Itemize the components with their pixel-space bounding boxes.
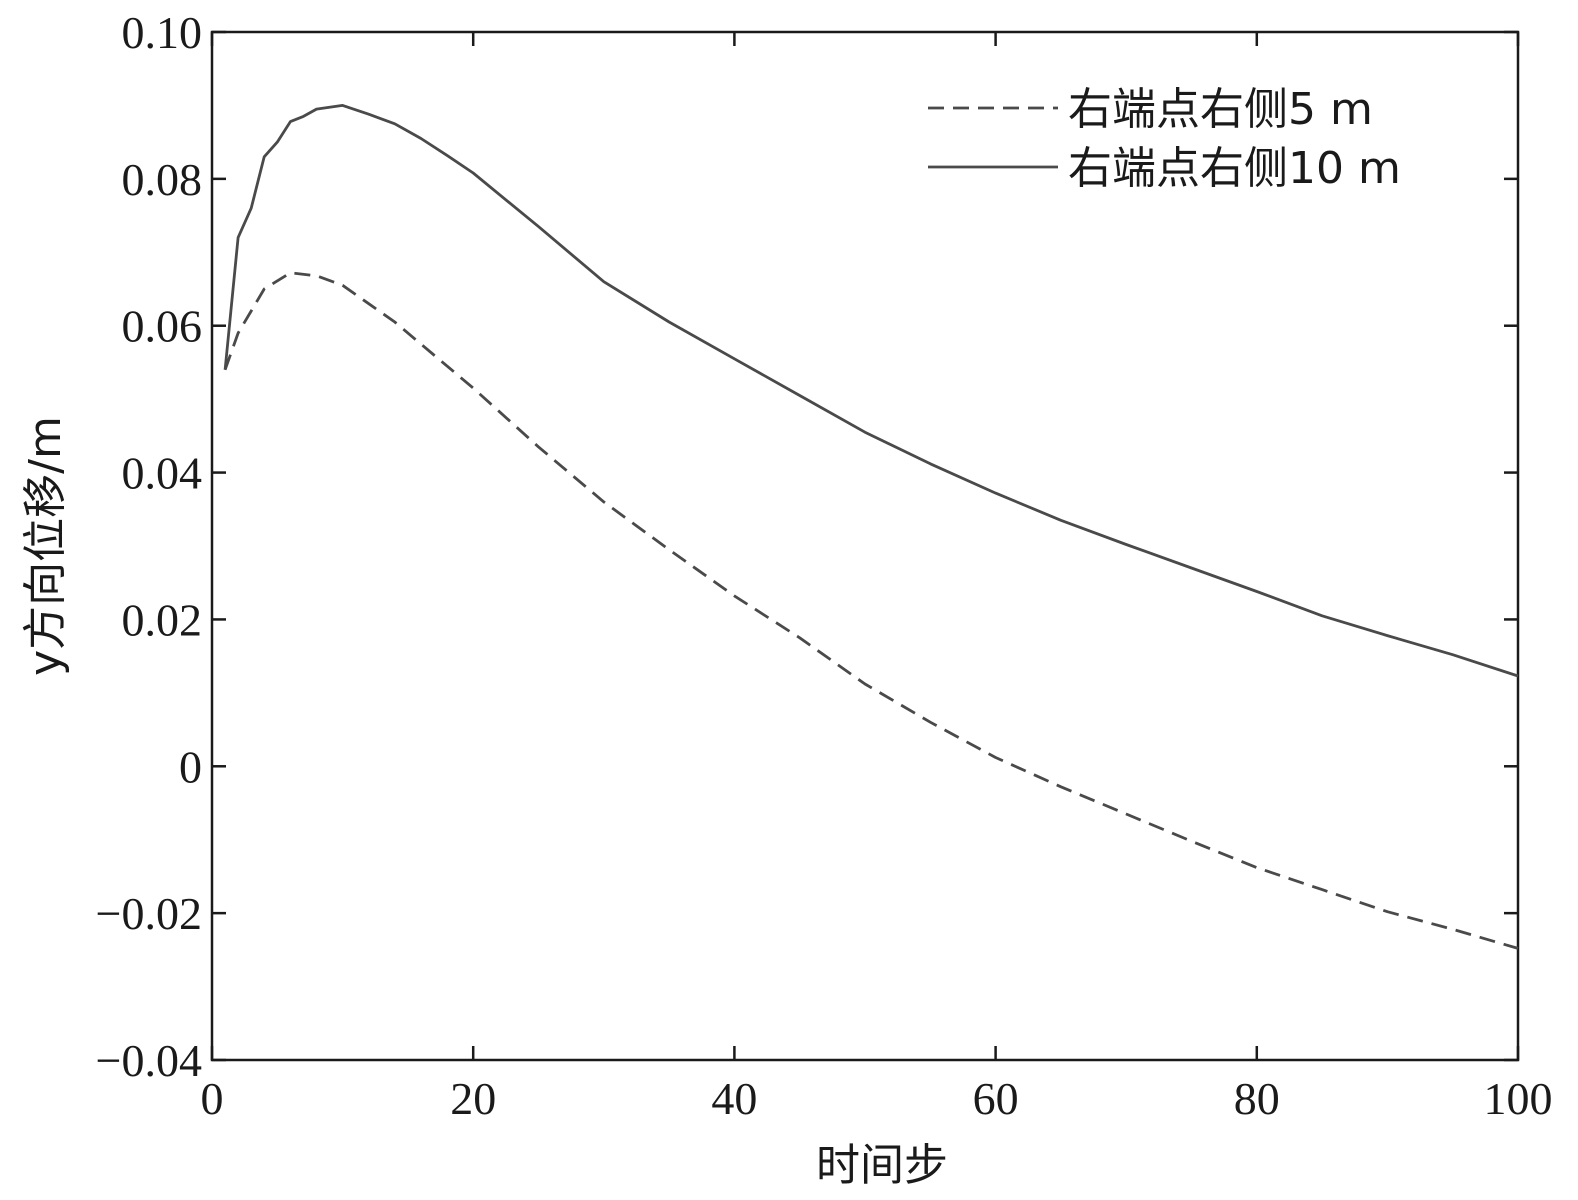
series-layer (223, 104, 1519, 950)
ticks: 0 20 40 60 80 100 −0.04 −0.02 0 0.02 0.04 0.06 0.08 0… (96, 7, 1553, 1124)
x-tick-label: 60 (973, 1073, 1019, 1124)
y-tick-label: −0.02 (96, 888, 202, 939)
x-tick-label: 0 (201, 1073, 224, 1124)
legend-label-1: 右端点右侧5 m (1068, 84, 1373, 135)
y-tick-label: 0.02 (122, 594, 203, 645)
x-tick-label: 80 (1234, 1073, 1280, 1124)
series-line-1 (223, 271, 1519, 950)
y-tick-label: 0.08 (122, 154, 203, 205)
y-tick-label: 0.10 (122, 7, 203, 58)
x-axis-label: 时间步 (816, 1140, 948, 1191)
x-tick-label: 100 (1484, 1073, 1553, 1124)
legend: 右端点右侧5 m 右端点右侧10 m (928, 84, 1401, 194)
y-tick-label: 0 (179, 741, 202, 792)
y-axis-label: y方向位移/m (20, 416, 71, 676)
x-tick-label: 20 (450, 1073, 496, 1124)
y-tick-label: −0.04 (96, 1035, 202, 1086)
y-tick-label: 0.06 (122, 301, 203, 352)
plot-frame (210, 30, 1520, 1062)
legend-label-2: 右端点右侧10 m (1068, 143, 1401, 194)
series-line-2 (223, 104, 1519, 678)
y-tick-label: 0.04 (122, 448, 203, 499)
x-tick-label: 40 (711, 1073, 757, 1124)
